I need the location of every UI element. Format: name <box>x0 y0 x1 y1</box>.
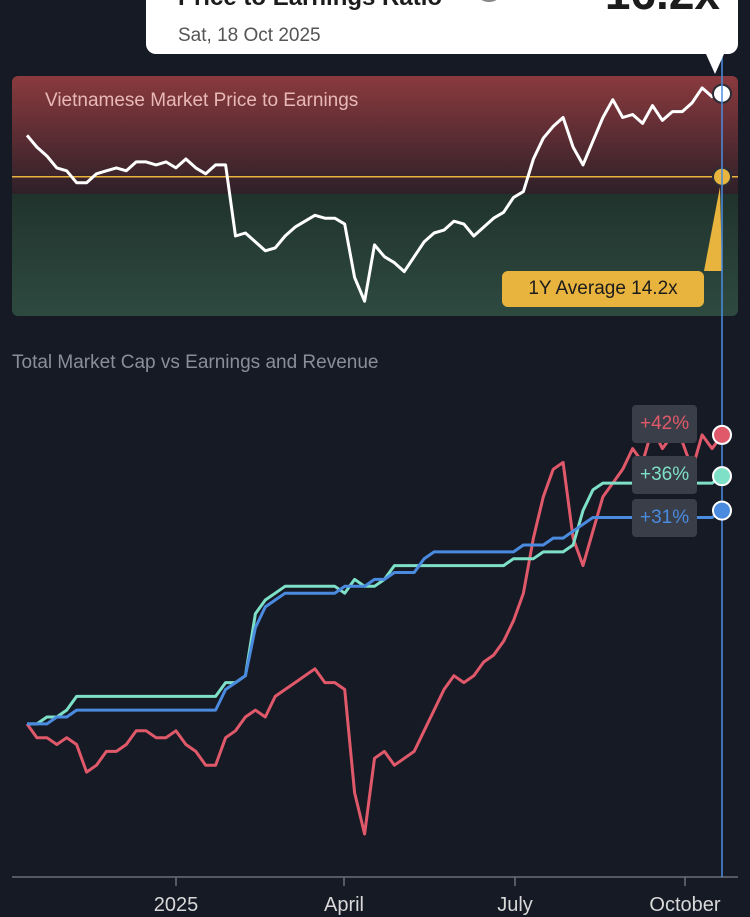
pe-series-line <box>25 86 723 303</box>
earnings-change-label: +36% <box>632 456 698 494</box>
average-badge: 1Y Average 14.2x <box>502 271 704 307</box>
tooltip-card: Price to Earnings Ratio Sat, 18 Oct 2025… <box>146 0 738 54</box>
x-tick-label: April <box>323 894 365 916</box>
tooltip-pointer <box>706 54 724 74</box>
pe-above-average-zone <box>12 76 738 194</box>
revenue-end-marker <box>712 500 732 521</box>
market-cap-change-label: +42% <box>632 405 698 443</box>
market-cap-chart-title: Total Market Cap vs Earnings and Revenue <box>12 352 379 373</box>
x-tick-label: July <box>497 894 533 916</box>
x-tick-label: October <box>649 894 721 916</box>
market-cap-end-marker <box>712 424 732 445</box>
tooltip-date: Sat, 18 Oct 2025 <box>178 25 321 46</box>
tooltip-value: 16.2x <box>605 0 720 20</box>
earnings-line <box>27 474 723 726</box>
tooltip-title: Price to Earnings Ratio <box>178 0 442 12</box>
earnings-end-marker <box>712 466 732 487</box>
info-icon[interactable] <box>474 0 504 2</box>
pe-chart-title: Vietnamese Market Price to Earnings <box>45 90 359 111</box>
revenue-change-label: +31% <box>632 499 698 537</box>
x-tick-label: 2025 <box>153 894 199 916</box>
average-badge-pointer <box>704 186 722 271</box>
market-cap-line <box>25 426 724 836</box>
revenue-line <box>27 509 723 726</box>
